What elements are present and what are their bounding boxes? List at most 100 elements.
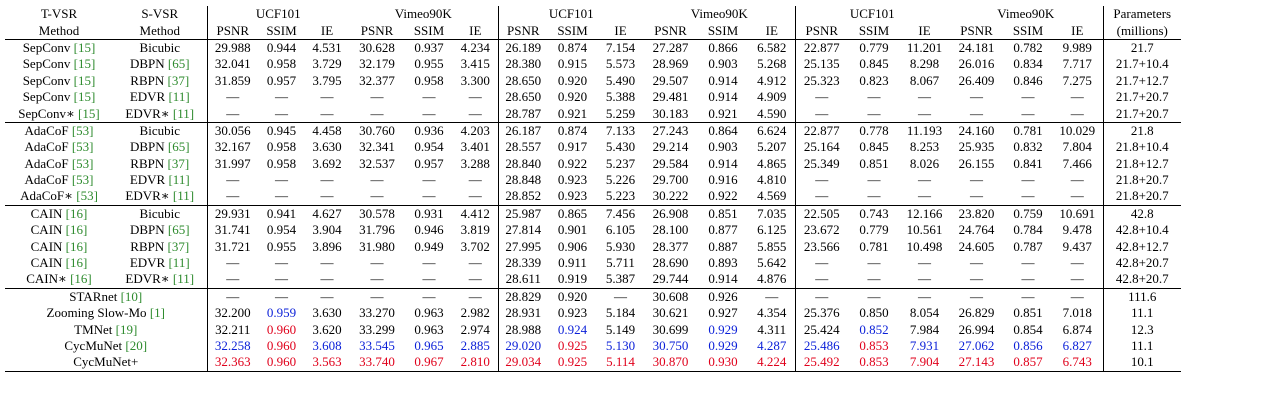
header-col-12: SSIM: [707, 22, 739, 38]
metric-cell: —: [1052, 287, 1103, 306]
metric-cell: 0.920: [557, 89, 588, 105]
metric-cell: 0.958: [266, 155, 297, 171]
tvsr-method-name: AdaCoF: [24, 172, 69, 188]
metric-cell: 4.876: [757, 271, 787, 287]
citation-link[interactable]: [53]: [76, 188, 98, 204]
citation-link[interactable]: [19]: [115, 321, 138, 337]
metric-cell: 0.960: [266, 321, 297, 337]
metric-cell: 0.841: [1013, 155, 1043, 171]
metric-cell: 3.415: [460, 56, 490, 72]
citation-link[interactable]: [16]: [70, 271, 92, 287]
citation-link[interactable]: [16]: [65, 222, 88, 238]
metric-cell: 5.237: [605, 155, 636, 171]
metric-cell: 0.936: [405, 121, 453, 140]
tvsr-method-cell: SepConv [15]: [5, 38, 113, 57]
metric-cell: 28.339: [497, 254, 548, 272]
metric-cell: 29.988: [206, 38, 258, 57]
metric-cell: 26.187: [497, 121, 548, 140]
metric-cell: —: [794, 271, 848, 289]
metric-cell: 0.832: [1013, 139, 1043, 155]
metric-cell: —: [275, 188, 288, 204]
metric-cell: 5.387: [605, 271, 636, 287]
citation-link[interactable]: [11]: [172, 188, 195, 204]
metric-cell: 7.931: [909, 338, 940, 353]
svsr-method-cell: Bicubic: [113, 204, 207, 223]
citation-link[interactable]: [37]: [167, 238, 190, 254]
metric-cell: 0.759: [1004, 204, 1052, 223]
metric-cell: 4.909: [757, 89, 787, 105]
citation-link[interactable]: [53]: [71, 139, 94, 155]
metric-cell: —: [206, 287, 258, 306]
citation-link[interactable]: [10]: [120, 288, 143, 304]
metric-cell: —: [468, 105, 482, 121]
metric-cell: 0.920: [548, 287, 597, 306]
metric-cell: —: [970, 172, 983, 188]
metric-cell: 0.779: [859, 222, 889, 238]
metric-cell: —: [900, 287, 949, 306]
svsr-method-name: Bicubic: [139, 205, 180, 221]
metric-cell: —: [275, 271, 288, 287]
citation-link[interactable]: [11]: [172, 105, 195, 121]
header-col-7: IE: [469, 22, 482, 38]
metric-cell: —: [918, 172, 931, 188]
citation-link[interactable]: [53]: [71, 122, 94, 138]
citation-link[interactable]: [16]: [65, 255, 88, 271]
metric-cell: 28.840: [497, 155, 548, 172]
metric-cell: 28.611: [497, 271, 548, 289]
citation-link[interactable]: [15]: [73, 89, 96, 105]
citation-link[interactable]: [37]: [167, 155, 190, 171]
citation-link[interactable]: [1]: [149, 305, 165, 321]
citation-link[interactable]: [11]: [172, 271, 195, 287]
metric-cell: —: [206, 271, 258, 289]
citation-link[interactable]: [15]: [73, 56, 96, 72]
citation-link[interactable]: [11]: [168, 89, 190, 105]
metric-cell: 23.566: [794, 238, 848, 255]
metric-cell: —: [970, 271, 983, 287]
table-row: TMNet [19] 32.211 0.960 3.620 33.299 0.963 2.9…: [5, 321, 1181, 338]
citation-link[interactable]: [11]: [168, 172, 190, 188]
tvsr-method-name: TMNet: [74, 321, 113, 337]
metric-cell: 5.490: [605, 72, 636, 88]
metric-cell: 5.259: [605, 105, 636, 121]
citation-link[interactable]: [11]: [168, 255, 190, 271]
citation-link[interactable]: [20]: [125, 338, 148, 353]
citation-link[interactable]: [65]: [167, 139, 190, 155]
metric-cell: —: [867, 255, 881, 271]
citation-link[interactable]: [53]: [71, 172, 94, 188]
metric-cell: —: [370, 255, 384, 271]
header-col-3: SSIM: [266, 22, 297, 38]
metric-cell: —: [370, 105, 384, 121]
metric-cell: 0.941: [258, 204, 305, 223]
tvsr-method-name: CAIN: [30, 222, 63, 238]
citation-link[interactable]: [15]: [73, 39, 96, 55]
metric-cell: —: [1021, 271, 1035, 287]
citation-link[interactable]: [37]: [167, 72, 190, 88]
metric-cell: 3.300: [460, 72, 490, 88]
svsr-method-name: EDVR∗: [125, 271, 170, 287]
citation-link[interactable]: [53]: [71, 155, 94, 171]
metric-cell: —: [275, 105, 288, 121]
metric-cell: —: [1070, 172, 1084, 188]
metric-cell: 5.930: [605, 238, 636, 254]
citation-link[interactable]: [16]: [65, 205, 88, 221]
tvsr-method-name: SepConv: [22, 72, 71, 88]
tvsr-method-cell: CAIN [16]: [5, 255, 113, 271]
metric-cell: 26.189: [497, 38, 548, 57]
metric-cell: 7.717: [1062, 56, 1092, 72]
metric-cell: —: [206, 188, 258, 206]
citation-link[interactable]: [15]: [78, 105, 100, 121]
metric-cell: 7.154: [597, 38, 644, 57]
citation-link[interactable]: [15]: [73, 72, 96, 88]
metric-cell: —: [867, 188, 881, 204]
citation-link[interactable]: [16]: [65, 238, 88, 254]
header-col-17: PSNR: [960, 22, 993, 38]
svsr-method-cell: RBPN [37]: [113, 238, 207, 254]
table-row: SepConv [15] RBPN [37] 31.859 0.957 3.795 32.…: [5, 72, 1181, 89]
metric-cell: 0.851: [1013, 305, 1043, 321]
citation-link[interactable]: [65]: [167, 56, 190, 72]
metric-cell: —: [275, 255, 288, 271]
metric-cell: 3.630: [312, 305, 342, 321]
metric-cell: 6.105: [605, 222, 636, 238]
parameters-cell: 21.7+20.7: [1102, 105, 1181, 123]
citation-link[interactable]: [65]: [167, 222, 190, 238]
